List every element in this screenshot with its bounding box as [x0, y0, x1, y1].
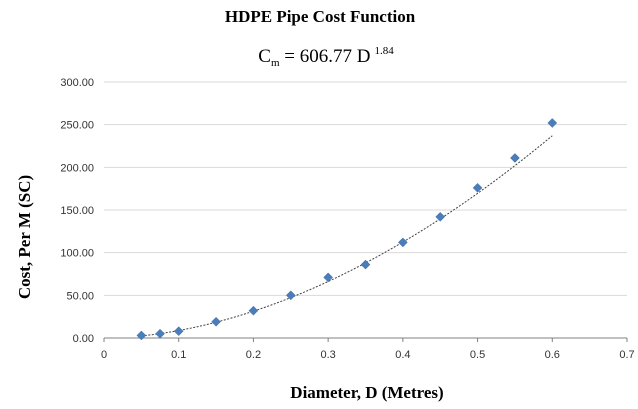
x-tick-label: 0.6: [545, 349, 560, 361]
x-tick-label: 0: [101, 349, 107, 361]
x-tick-label: 0.2: [246, 349, 261, 361]
data-point-2: [173, 326, 184, 337]
equation-rhs: = 606.77 D: [280, 46, 371, 67]
data-point-10: [472, 182, 483, 193]
y-axis-label: Cost, Per M (SC): [15, 175, 34, 299]
equation-subscript: m: [271, 57, 280, 69]
data-point-11: [510, 153, 520, 163]
gridlines: [104, 81, 627, 296]
x-tick-label: 0.4: [395, 349, 410, 361]
y-tick-labels: 0.00 50.00 100.00 150.00 200.00 250.00 300.00: [60, 77, 94, 345]
equation-superscript: 1.84: [374, 45, 394, 57]
y-tick-label: 100.00: [60, 248, 94, 260]
y-tick-label: 200.00: [60, 162, 94, 174]
data-points: [136, 118, 558, 341]
x-tick-labels: 0 0.1 0.2 0.3 0.4 0.5 0.6 0.7: [101, 349, 635, 361]
trendline: [141, 135, 553, 337]
y-tick-label: 150.00: [60, 205, 94, 217]
x-tick-label: 0.1: [171, 349, 186, 361]
y-tick-label: 0.00: [73, 333, 94, 345]
data-point-1: [155, 328, 165, 339]
x-axis-label: Diameter, D (Metres): [290, 383, 443, 402]
axes: [103, 337, 628, 342]
chart-title: HDPE Pipe Cost Function: [225, 7, 416, 26]
chart-equation: Cm = 606.77 D 1.84: [258, 45, 394, 69]
data-point-9: [435, 211, 446, 222]
data-point-7: [360, 259, 371, 270]
data-point-5: [285, 290, 296, 301]
data-point-8: [398, 237, 408, 248]
data-point-4: [248, 305, 259, 316]
data-point-6: [323, 272, 333, 283]
y-tick-label: 50.00: [66, 290, 94, 302]
data-point-3: [211, 316, 221, 327]
x-tick-label: 0.5: [470, 349, 485, 361]
data-point-12: [547, 118, 558, 128]
y-tick-label: 300.00: [60, 77, 94, 89]
x-tick-label: 0.3: [320, 349, 335, 361]
y-tick-label: 250.00: [60, 120, 94, 132]
x-tick-label: 0.7: [619, 349, 634, 361]
data-point-0: [136, 330, 147, 341]
equation-base: C: [258, 46, 271, 67]
